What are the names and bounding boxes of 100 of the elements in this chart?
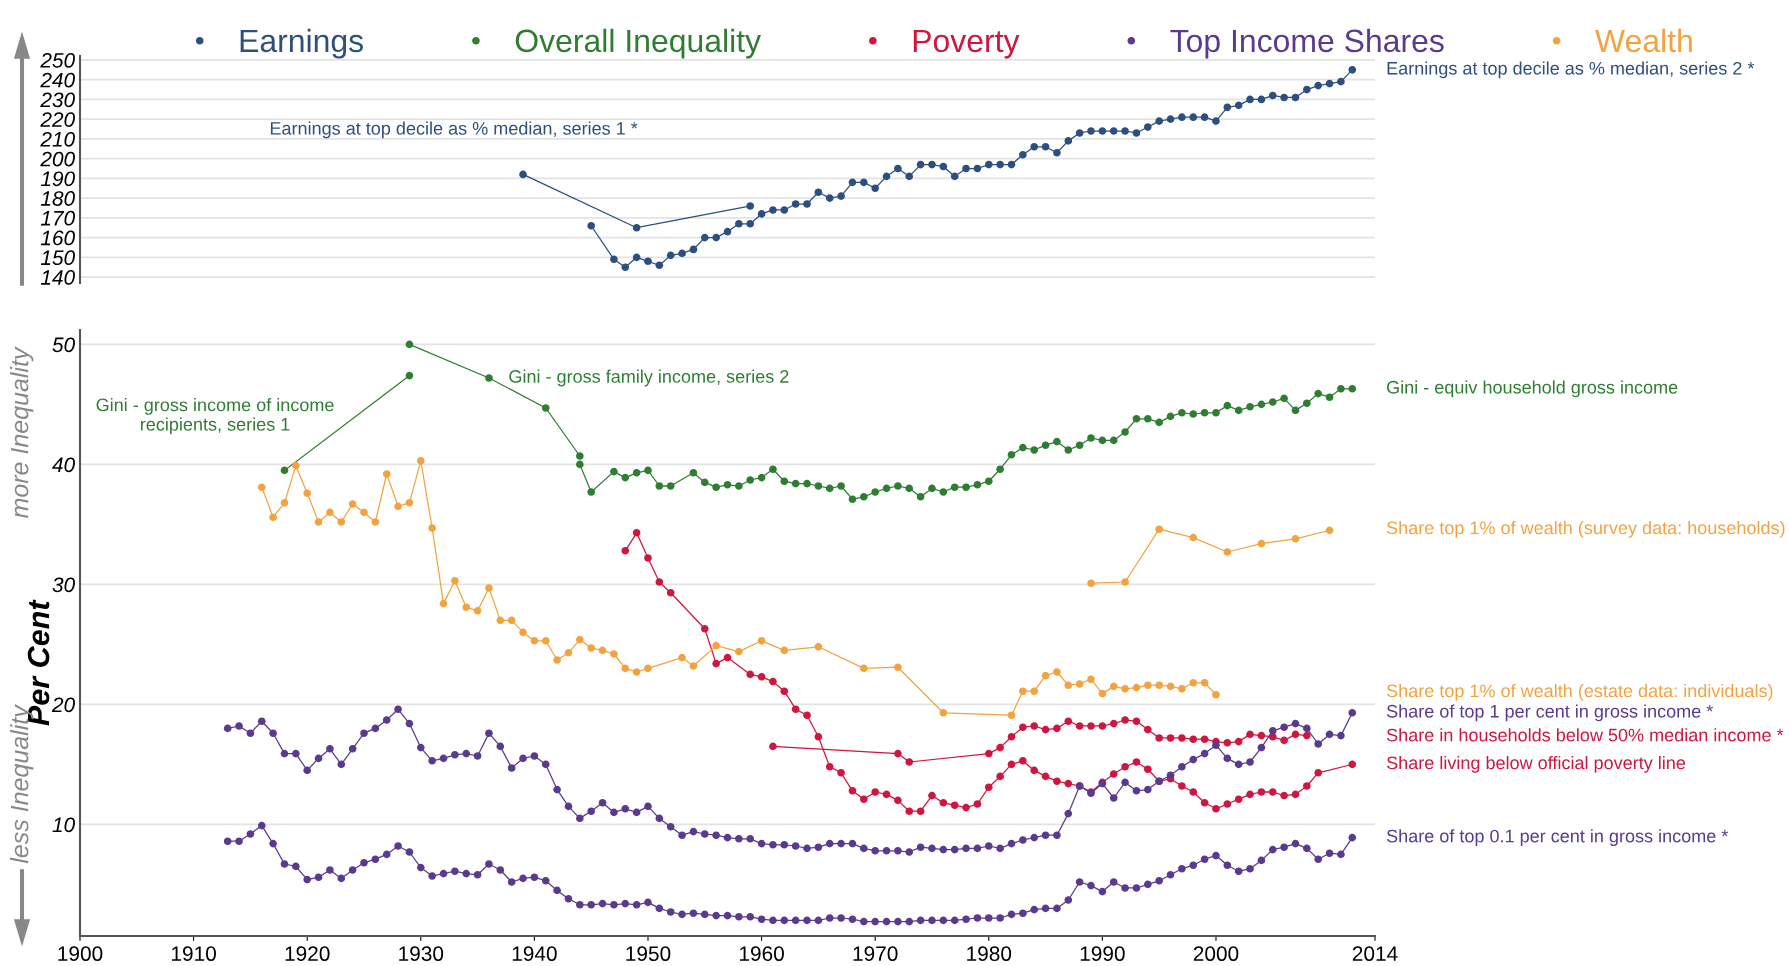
y-tick-label: 190 [40,171,75,187]
point [712,659,720,668]
point [1189,735,1198,744]
y-tick-label: 50 [52,337,75,353]
y-tick-label: 150 [40,250,75,266]
y-tick-label: 10 [52,817,75,833]
point [746,670,755,679]
y-tick-label: 220 [40,112,75,127]
y-tick-label: 250 [40,52,75,68]
point [1280,736,1288,745]
point [519,170,527,179]
annotation: Gini - gross income of income recipients, series 1 [96,398,334,435]
point [1246,730,1254,739]
point [1257,539,1266,548]
point [1007,760,1016,769]
x-tick-label: 1980 [967,946,1012,962]
x-tick-label: 1910 [172,946,216,962]
point [1268,788,1277,796]
point [882,790,891,799]
point [791,705,800,714]
point [984,749,993,758]
x-tick-label: 1940 [512,946,557,962]
point [1234,795,1243,804]
point [1019,723,1027,732]
point [621,546,630,555]
y-tick-label: 200 [40,151,75,167]
point [1109,719,1118,728]
x-tick-label: 1960 [740,946,784,962]
point [928,791,936,800]
legend-label: Wealth [1595,28,1692,53]
point [848,786,857,795]
point [1075,722,1084,730]
point [1087,722,1095,730]
y-tick-label: 210 [40,131,75,147]
point [1064,779,1073,788]
point [1257,788,1266,796]
point [1200,798,1209,807]
text: Share in households below 50% median income * [1386,728,1784,742]
point [1030,766,1039,775]
point [1291,790,1300,799]
point [905,758,914,766]
point [1007,732,1016,741]
point [973,800,982,808]
point [939,798,948,807]
point [1132,717,1141,726]
point [1348,760,1357,769]
legend-label: Overall Inequality [515,28,762,59]
text: Share top 1% of wealth (survey data: households) [1386,520,1785,538]
point [1325,526,1334,535]
point [1178,782,1186,790]
point [655,578,664,586]
point [632,528,641,537]
point [871,788,879,796]
point [996,772,1004,781]
x-tick-label: 1920 [285,946,330,962]
point [984,783,993,792]
point [1121,716,1129,724]
point [1087,579,1095,588]
point [666,588,675,597]
point [916,807,925,816]
legend-label: Earnings [240,28,363,59]
point [1155,525,1163,534]
point [1041,725,1050,734]
annotation: Earnings at top decile as % median, series 1 * [270,121,638,139]
annotation: Gini - gross family income, series 2 [509,369,789,387]
annotation: Earnings at top decile as % median, series 2 * [1387,61,1755,79]
y-tick-label: 230 [40,92,75,108]
annotation: Gini - equiv household gross income [1387,380,1678,398]
point [825,762,834,771]
point [1019,756,1027,765]
point [485,374,493,382]
point [700,624,709,633]
x-tick-label: 1930 [399,946,444,962]
point [280,466,289,475]
point [1223,548,1232,556]
point [1109,770,1118,778]
point [1053,724,1061,733]
point [1291,730,1300,739]
point [860,795,868,804]
legend-label: Poverty [913,29,1020,59]
point [905,807,914,816]
annotation: Share of top 0.1 per cent in gross income * [1386,829,1729,847]
annotation: Share living below official poverty line [1386,755,1686,773]
point [1189,788,1198,796]
point [723,653,732,662]
y-tick-label: 40 [52,457,75,473]
y-tick-label: 160 [40,230,75,246]
point [769,742,777,751]
point [576,452,584,460]
text: more Inequality [10,346,34,519]
point [894,749,902,758]
point [1223,800,1232,808]
point [644,554,652,562]
point [950,801,959,810]
point [1291,534,1300,543]
point [1041,772,1050,781]
point [1030,722,1039,730]
point [1303,782,1311,790]
point [1143,765,1152,774]
x-tick-label: 1990 [1080,946,1125,962]
